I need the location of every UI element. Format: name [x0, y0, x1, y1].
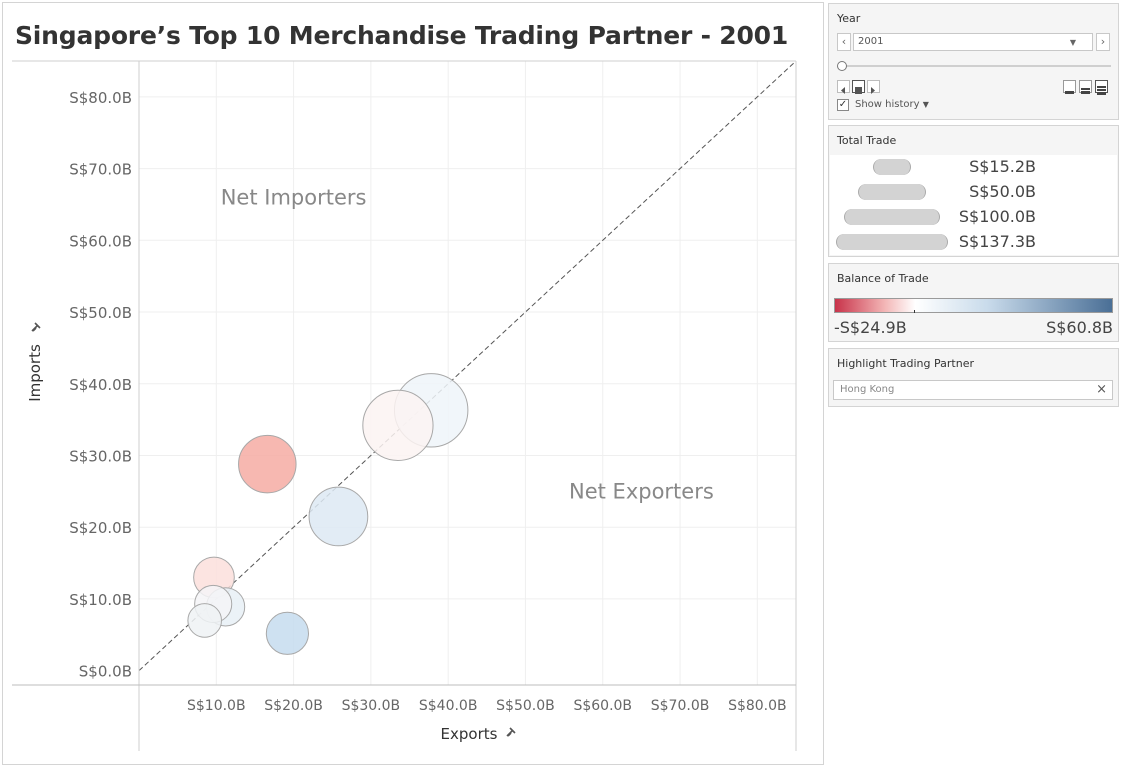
- highlight-panel-title: Highlight Trading Partner: [837, 357, 974, 370]
- x-tick-label: S$80.0B: [728, 698, 787, 714]
- data-bubble: [362, 389, 434, 461]
- x-tick-label: S$70.0B: [651, 698, 710, 714]
- speed-medium-icon: [1081, 88, 1090, 94]
- x-axis-title: Exports: [441, 725, 498, 743]
- speed-medium-button[interactable]: [1079, 80, 1092, 94]
- size-legend-label: S$15.2B: [969, 157, 1036, 176]
- close-icon[interactable]: ×: [1096, 382, 1107, 397]
- step-back-icon: [841, 87, 845, 94]
- size-legend-body: S$15.2B S$50.0B S$100.0B S$137.3B: [830, 155, 1117, 255]
- stop-button[interactable]: [852, 80, 865, 94]
- y-axis-title: Imports: [26, 344, 44, 402]
- data-bubble: [238, 434, 297, 494]
- y-tick-label: S$30.0B: [69, 447, 132, 465]
- total-trade-legend: Total Trade S$15.2B S$50.0B S$100.0B S$137.…: [828, 125, 1119, 257]
- y-tick-label: S$70.0B: [69, 161, 132, 179]
- year-filter-panel: Year ‹ 2001 ▼ › ✓ Show history ▼: [828, 3, 1119, 120]
- chart-frame: Singapore’s Top 10 Merchandise Trading P…: [2, 2, 824, 765]
- year-slider-track[interactable]: [843, 65, 1111, 67]
- total-trade-legend-title: Total Trade: [837, 134, 897, 147]
- chevron-down-icon: ▼: [1069, 38, 1076, 47]
- y-tick-label: S$40.0B: [69, 376, 132, 394]
- quadrant-annotation: Net Exporters: [569, 480, 714, 504]
- y-tick-label: S$10.0B: [69, 591, 132, 609]
- color-legend-min: -S$24.9B: [834, 318, 907, 337]
- data-bubble: [265, 611, 309, 655]
- size-legend-swatch: [844, 209, 940, 225]
- speed-fast-button[interactable]: [1095, 80, 1108, 95]
- chart-title: Singapore’s Top 10 Merchandise Trading P…: [15, 21, 789, 50]
- play-icon: [871, 87, 875, 94]
- caret-down-icon: ▼: [922, 100, 929, 109]
- x-tick-label: S$10.0B: [187, 698, 246, 714]
- size-legend-label: S$137.3B: [958, 232, 1036, 251]
- highlight-search-value: Hong Kong: [840, 384, 895, 395]
- speed-slow-button[interactable]: [1063, 80, 1076, 94]
- stop-icon: [855, 87, 862, 94]
- y-tick-label: S$60.0B: [69, 232, 132, 250]
- x-tick-label: S$40.0B: [419, 698, 478, 714]
- prev-year-button[interactable]: ‹: [837, 33, 851, 51]
- show-history-toggle[interactable]: Show history ▼: [855, 99, 929, 110]
- x-tick-label: S$60.0B: [573, 698, 632, 714]
- y-tick-label: S$80.0B: [69, 89, 132, 107]
- year-dropdown[interactable]: 2001 ▼: [853, 33, 1093, 51]
- x-tick-label: S$50.0B: [496, 698, 555, 714]
- y-tick-label: S$20.0B: [69, 519, 132, 537]
- scatter-plot: S$0.0B S$10.0B S$20.0B S$30.0B S$40.0B S$50.0…: [12, 60, 797, 751]
- year-dropdown-value: 2001: [858, 36, 884, 47]
- color-gradient-bar: [834, 298, 1113, 313]
- show-history-checkbox[interactable]: ✓: [837, 99, 849, 111]
- x-axis-pin-icon: [506, 727, 516, 737]
- y-tick-label: S$0.0B: [79, 663, 132, 681]
- step-forward-button[interactable]: [867, 80, 880, 94]
- size-legend-swatch: [858, 184, 926, 200]
- color-legend-max: S$60.8B: [1046, 318, 1113, 337]
- quadrant-annotation: Net Importers: [221, 185, 367, 209]
- data-bubble: [187, 603, 222, 638]
- year-filter-title: Year: [837, 12, 861, 25]
- speed-slow-icon: [1065, 91, 1074, 94]
- y-tick-label: S$50.0B: [69, 304, 132, 322]
- data-bubble: [308, 486, 369, 547]
- speed-fast-icon: [1097, 86, 1106, 95]
- reference-diagonal-line: [138, 60, 797, 672]
- highlight-panel: Highlight Trading Partner Hong Kong ×: [828, 348, 1119, 407]
- x-tick-label: S$30.0B: [342, 698, 401, 714]
- highlight-search-input[interactable]: Hong Kong ×: [833, 380, 1113, 400]
- size-legend-label: S$100.0B: [958, 207, 1036, 226]
- balance-of-trade-legend: Balance of Trade -S$24.9B S$60.8B: [828, 263, 1119, 342]
- size-legend-swatch: [836, 234, 948, 250]
- show-history-label: Show history: [855, 99, 920, 110]
- size-legend-swatch: [873, 159, 911, 175]
- year-slider-handle[interactable]: [837, 61, 847, 71]
- step-back-button[interactable]: [837, 80, 850, 94]
- size-legend-label: S$50.0B: [969, 182, 1036, 201]
- y-axis-pin-icon: [31, 322, 41, 332]
- next-year-button[interactable]: ›: [1096, 33, 1110, 51]
- zero-marker: [914, 310, 915, 313]
- x-tick-label: S$20.0B: [264, 698, 323, 714]
- balance-of-trade-legend-title: Balance of Trade: [837, 272, 929, 285]
